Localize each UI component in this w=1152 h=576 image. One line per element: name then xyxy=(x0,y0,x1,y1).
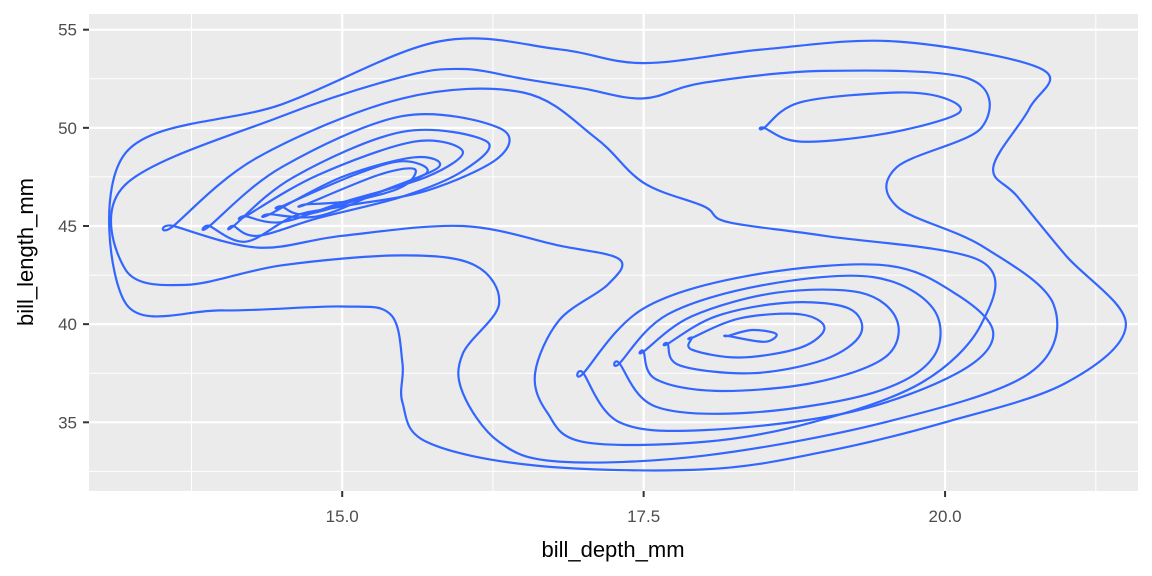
contour-line xyxy=(274,160,429,216)
contour-line xyxy=(201,113,511,243)
x-tick-label: 20.0 xyxy=(929,507,962,526)
contour-line xyxy=(758,91,962,143)
density-contours xyxy=(108,37,1127,472)
contour-line xyxy=(576,263,995,433)
contour-line xyxy=(638,288,900,393)
contour-line xyxy=(613,274,942,415)
contour-line xyxy=(227,128,491,237)
contour-line xyxy=(109,67,1059,464)
x-tick-label: 15.0 xyxy=(326,507,359,526)
contour-line xyxy=(723,328,778,343)
y-axis: 35 40 45 50 55 xyxy=(58,21,89,432)
x-tick-label: 17.5 xyxy=(627,507,660,526)
y-tick-label: 40 xyxy=(58,315,77,334)
x-axis: 15.0 17.5 20.0 xyxy=(326,491,962,526)
minor-gridlines xyxy=(89,14,1138,491)
y-tick-label: 55 xyxy=(58,21,77,40)
contour-line xyxy=(662,301,864,375)
contour-line xyxy=(161,87,997,447)
y-tick-label: 50 xyxy=(58,119,77,138)
contour-line xyxy=(108,37,1127,472)
y-axis-title: bill_length_mm xyxy=(13,178,38,326)
contour-line xyxy=(237,139,464,224)
x-axis-title: bill_depth_mm xyxy=(541,537,684,562)
y-tick-label: 35 xyxy=(58,413,77,432)
y-tick-label: 45 xyxy=(58,217,77,236)
plot-panel xyxy=(89,14,1138,491)
contour-line xyxy=(687,312,826,359)
major-gridlines xyxy=(89,14,1138,491)
contour-line xyxy=(297,167,417,208)
